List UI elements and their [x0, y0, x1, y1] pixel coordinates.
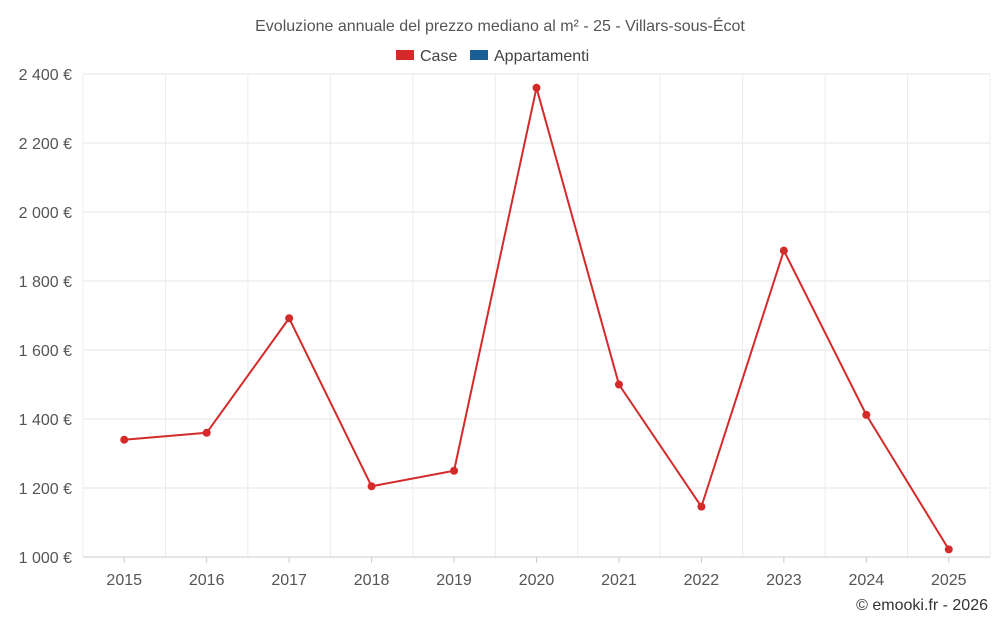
- x-tick-label: 2018: [354, 572, 390, 589]
- grid: [82, 73, 991, 558]
- x-tick-label: 2016: [189, 572, 225, 589]
- legend-swatch: [470, 50, 488, 60]
- y-tick-label: 1 000 €: [19, 550, 72, 567]
- x-tick-label: 2020: [519, 572, 555, 589]
- data-point: [202, 428, 211, 437]
- legend-label: Appartamenti: [494, 48, 589, 65]
- axes: 1 000 € 1 200 € 1 400 € 1 600 € 1 800 € 2 000…: [19, 67, 990, 589]
- x-tick-label: 2025: [931, 572, 967, 589]
- series-layer: [120, 83, 953, 554]
- data-point: [614, 380, 623, 389]
- x-tick-label: 2022: [684, 572, 720, 589]
- x-tick-label: 2019: [436, 572, 472, 589]
- y-tick-label: 1 800 €: [19, 274, 72, 291]
- data-point: [779, 246, 788, 255]
- data-point: [862, 410, 871, 419]
- legend-label: Case: [420, 48, 457, 65]
- legend: Case Appartamenti: [396, 48, 589, 65]
- x-tick-label: 2023: [766, 572, 802, 589]
- data-point: [285, 314, 294, 323]
- y-tick-label: 1 400 €: [19, 412, 72, 429]
- data-point: [450, 466, 459, 475]
- x-tick-label: 2017: [271, 572, 307, 589]
- data-point: [697, 502, 706, 511]
- x-tick-label: 2015: [106, 572, 142, 589]
- y-tick-label: 2 400 €: [19, 67, 72, 84]
- x-tick-label: 2021: [601, 572, 637, 589]
- y-tick-label: 1 200 €: [19, 481, 72, 498]
- chart-title: Evoluzione annuale del prezzo mediano al…: [255, 16, 745, 35]
- data-point: [367, 482, 376, 491]
- data-point: [944, 545, 953, 554]
- y-tick-label: 1 600 €: [19, 343, 72, 360]
- x-tick-label: 2024: [849, 572, 885, 589]
- y-tick-label: 2 000 €: [19, 205, 72, 222]
- credit-text: © emooki.fr - 2026: [856, 597, 988, 614]
- data-point: [532, 83, 541, 92]
- legend-swatch: [396, 50, 414, 60]
- data-point: [120, 435, 129, 444]
- y-tick-label: 2 200 €: [19, 136, 72, 153]
